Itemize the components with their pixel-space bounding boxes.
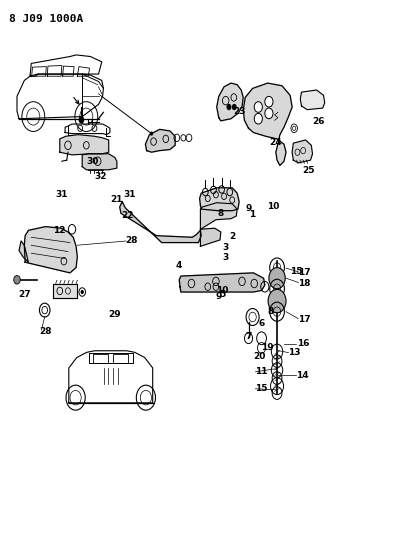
Circle shape: [14, 276, 20, 284]
Text: 30: 30: [86, 157, 99, 166]
Polygon shape: [25, 227, 77, 273]
Circle shape: [254, 102, 263, 112]
Polygon shape: [300, 90, 325, 110]
Circle shape: [232, 104, 237, 110]
Text: 10: 10: [267, 203, 280, 212]
Text: 21: 21: [110, 195, 122, 204]
Text: 8 J09 1000A: 8 J09 1000A: [9, 14, 83, 24]
Text: 1: 1: [249, 210, 256, 219]
Circle shape: [265, 96, 273, 107]
Polygon shape: [179, 273, 265, 292]
Circle shape: [227, 104, 231, 110]
Text: 13: 13: [288, 348, 301, 357]
Text: 12: 12: [53, 226, 65, 235]
Text: 9: 9: [216, 292, 222, 301]
Text: 3: 3: [223, 254, 229, 262]
Text: 2: 2: [229, 232, 235, 241]
Text: 16: 16: [297, 339, 310, 348]
Text: 8: 8: [267, 307, 274, 316]
Circle shape: [269, 268, 285, 289]
Text: 7: 7: [245, 332, 252, 341]
Text: 20: 20: [254, 352, 266, 361]
Text: 22: 22: [121, 211, 133, 220]
Text: 29: 29: [109, 310, 121, 319]
Polygon shape: [200, 188, 239, 211]
Text: 28: 28: [125, 237, 137, 246]
Text: 24: 24: [270, 138, 282, 147]
Text: 28: 28: [39, 327, 52, 336]
Circle shape: [79, 116, 84, 124]
Polygon shape: [200, 228, 221, 246]
Text: 3: 3: [223, 243, 229, 252]
Polygon shape: [145, 130, 175, 152]
Circle shape: [150, 132, 153, 136]
Text: 27: 27: [18, 289, 30, 298]
Text: 4: 4: [176, 261, 182, 270]
Circle shape: [254, 114, 263, 124]
Text: 26: 26: [312, 117, 325, 126]
Circle shape: [268, 289, 286, 313]
Polygon shape: [292, 140, 312, 163]
Text: 23: 23: [233, 107, 245, 116]
Text: 18: 18: [298, 279, 311, 288]
Polygon shape: [82, 154, 117, 169]
Polygon shape: [120, 201, 201, 243]
Polygon shape: [217, 83, 243, 121]
Text: 17: 17: [298, 315, 311, 324]
Text: 10: 10: [216, 286, 228, 295]
Text: 5: 5: [219, 289, 225, 298]
Text: 19: 19: [261, 343, 273, 352]
Polygon shape: [200, 203, 237, 229]
Text: 31: 31: [123, 190, 135, 199]
Text: 11: 11: [256, 367, 268, 376]
Polygon shape: [60, 135, 109, 155]
Text: 6: 6: [259, 319, 265, 328]
Text: 17: 17: [298, 269, 311, 277]
Circle shape: [265, 108, 273, 119]
Circle shape: [81, 290, 84, 294]
Text: 25: 25: [302, 166, 315, 175]
Text: 15: 15: [256, 384, 268, 393]
Polygon shape: [243, 83, 292, 165]
Text: 31: 31: [56, 190, 68, 199]
Polygon shape: [19, 241, 28, 262]
Text: 32: 32: [94, 172, 107, 181]
Text: 8: 8: [218, 209, 224, 218]
Text: 14: 14: [296, 371, 309, 380]
Polygon shape: [53, 284, 77, 298]
Text: 9: 9: [245, 204, 252, 213]
Text: 15: 15: [290, 268, 303, 276]
